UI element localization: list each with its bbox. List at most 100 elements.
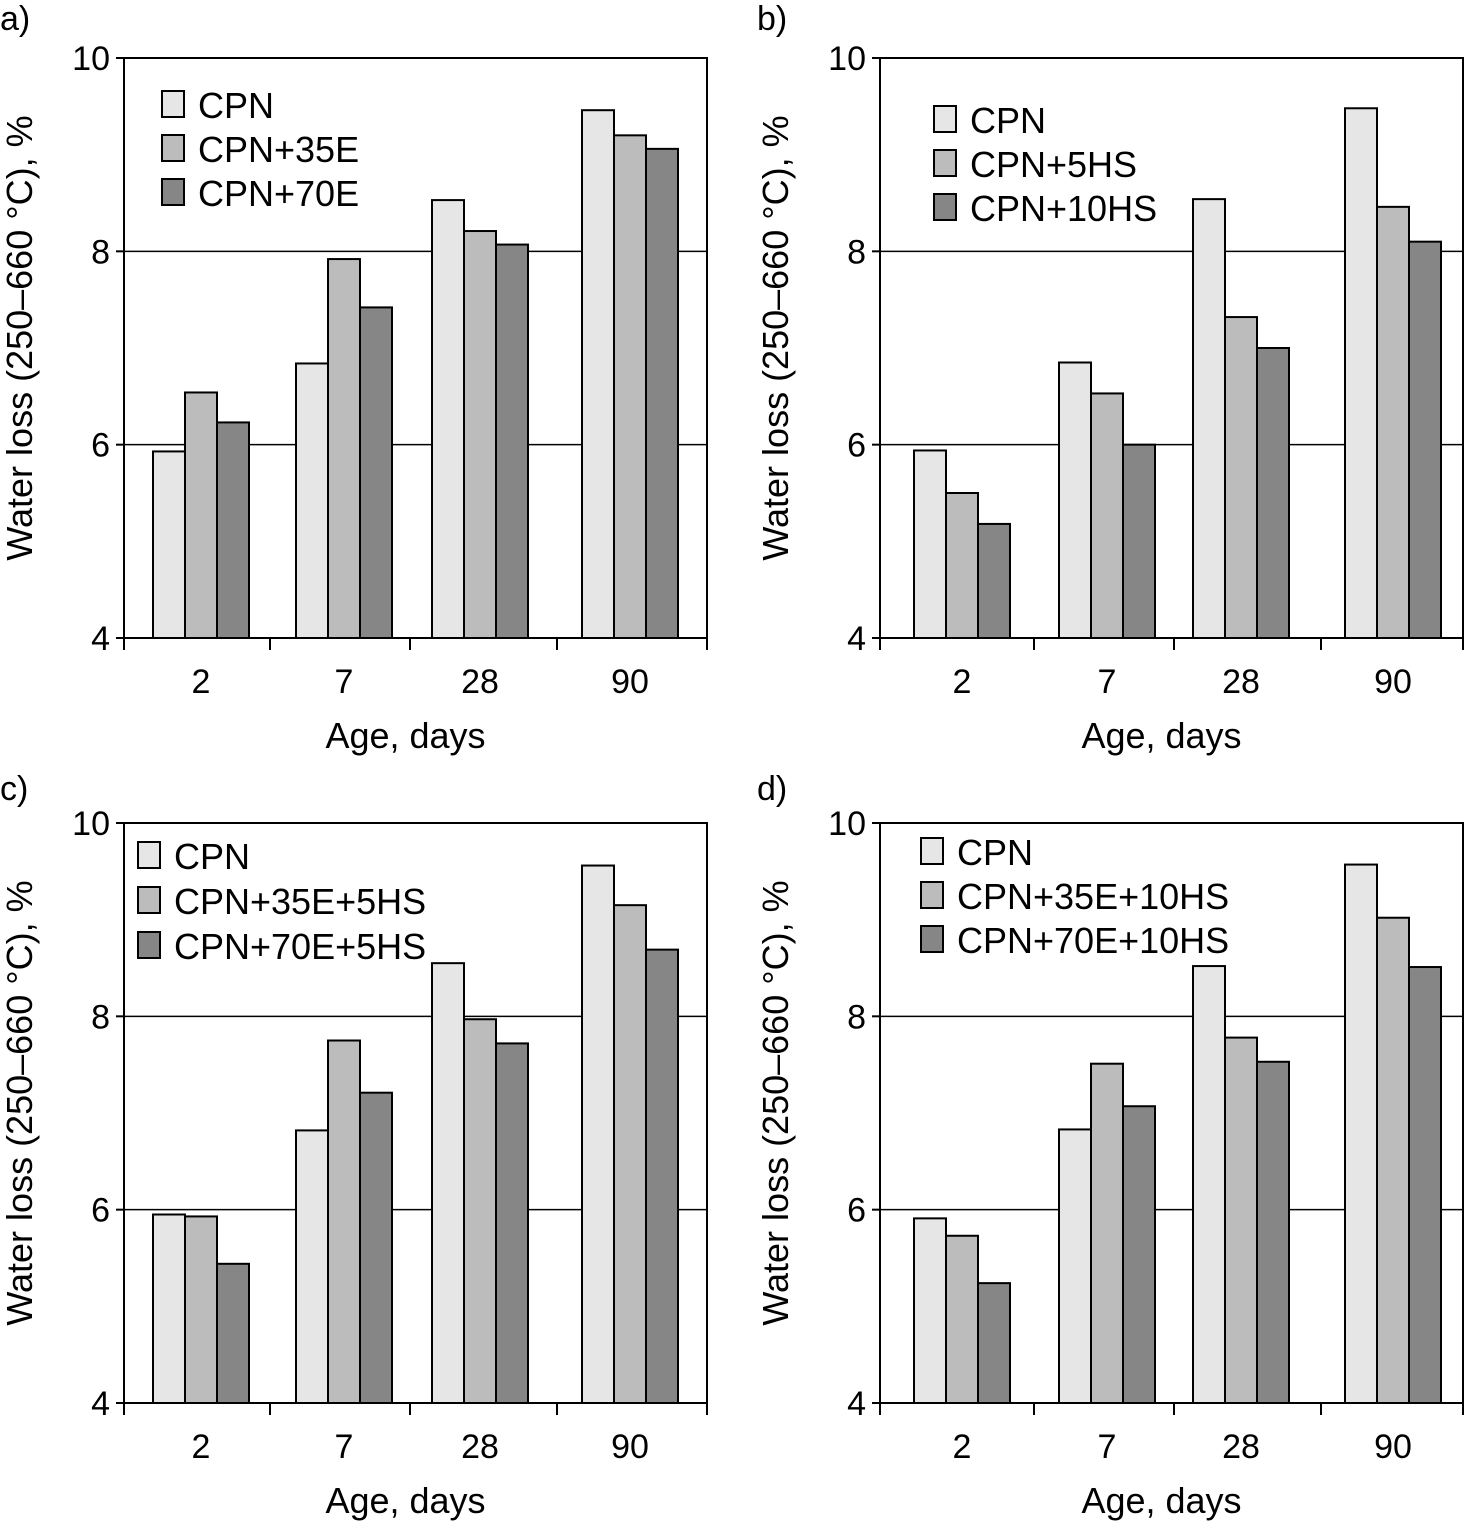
bar-cpn-plus-5hs-28d	[1224, 316, 1258, 639]
bar-cpn-2d	[152, 1213, 186, 1404]
y-tick-label: 10	[828, 40, 866, 78]
legend-swatch	[137, 841, 161, 869]
bar-cpn-plus-35e-28d	[463, 230, 497, 640]
chart-panel-b: 4 6 8 10 2 7 28 90 Age, days Water loss (250–660 …	[755, 0, 1464, 756]
x-tick-label: 2	[953, 1428, 972, 1466]
y-axis-title: Water loss (250–660 °C), %	[755, 115, 796, 560]
y-tick-label: 4	[847, 1385, 866, 1423]
x-axis-title: Age, days	[325, 1480, 485, 1521]
y-tick-label: 8	[91, 998, 110, 1036]
y-tick-label: 8	[847, 233, 866, 271]
legend-label: CPN+70E	[198, 173, 359, 214]
x-tick-label: 2	[192, 1428, 211, 1466]
x-tick-label: 28	[461, 1428, 499, 1466]
bar-cpn-plus-35e-plus-10hs-7d	[1090, 1062, 1124, 1404]
x-tick-label: 90	[611, 1428, 649, 1466]
x-tick-label: 28	[1222, 663, 1260, 701]
x-tick-label: 7	[335, 1428, 354, 1466]
bar-cpn-plus-35e-90d	[613, 134, 647, 639]
bar-cpn-plus-10hs-7d	[1122, 443, 1156, 639]
bar-cpn-plus-70e-plus-5hs-90d	[645, 948, 679, 1405]
chart-panel-a: 4 6 8 10 2 7 28 90 Age, days Water loss (250–660 …	[0, 0, 708, 756]
y-tick-label: 4	[91, 620, 110, 658]
legend-label: CPN+10HS	[970, 188, 1157, 229]
bar-cpn-plus-35e-plus-10hs-2d	[945, 1234, 979, 1405]
chart-panel-c: 4 6 8 10 2 7 28 90 Age, days Water loss (250–660 …	[0, 770, 708, 1521]
bar-cpn-plus-70e-28d	[495, 243, 529, 639]
legend-label: CPN	[970, 100, 1046, 141]
bar-cpn-plus-70e-plus-5hs-28d	[495, 1042, 529, 1405]
x-axis-title: Age, days	[1081, 715, 1241, 756]
y-tick-label: 6	[91, 1192, 110, 1230]
y-tick-label: 6	[847, 1192, 866, 1230]
bar-cpn-plus-70e-plus-10hs-90d	[1408, 966, 1442, 1404]
chart-panel-d: 4 6 8 10 2 7 28 90 Age, days Water loss (250–660 …	[755, 770, 1464, 1521]
y-axis-title: Water loss (250–660 °C), %	[755, 880, 796, 1325]
bar-cpn-7d	[1058, 1128, 1092, 1405]
bar-cpn-2d	[913, 1217, 947, 1405]
legend-swatch	[933, 193, 957, 221]
bar-cpn-plus-5hs-90d	[1376, 205, 1410, 639]
x-tick-label: 90	[1374, 663, 1412, 701]
bar-cpn-plus-5hs-2d	[945, 492, 979, 639]
y-tick-label: 4	[91, 1385, 110, 1423]
x-axis-title: Age, days	[1081, 1480, 1241, 1521]
bar-cpn-plus-70e-7d	[359, 306, 393, 639]
bar-cpn-plus-10hs-2d	[977, 522, 1011, 640]
bar-cpn-90d	[581, 109, 615, 639]
y-tick-label: 10	[828, 805, 866, 843]
x-axis-title: Age, days	[325, 715, 485, 756]
legend-label: CPN	[198, 85, 274, 126]
bar-cpn-plus-35e-2d	[184, 391, 218, 640]
bar-cpn-plus-35e-plus-10hs-28d	[1224, 1036, 1258, 1404]
bar-cpn-plus-70e-2d	[216, 421, 250, 639]
legend-label: CPN+35E+5HS	[174, 881, 426, 922]
x-tick-label: 7	[335, 663, 354, 701]
legend-label: CPN+70E+5HS	[174, 926, 426, 967]
panel-label: b)	[757, 0, 787, 38]
bar-cpn-plus-35e-plus-10hs-90d	[1376, 916, 1410, 1404]
bar-cpn-plus-35e-plus-5hs-90d	[613, 904, 647, 1405]
legend-swatch	[137, 931, 161, 959]
legend-label: CPN+5HS	[970, 144, 1137, 185]
x-tick-label: 90	[1374, 1428, 1412, 1466]
legend-label: CPN+35E	[198, 129, 359, 170]
legend-swatch	[920, 925, 944, 953]
x-tick-label: 7	[1098, 663, 1117, 701]
bar-cpn-7d	[1058, 361, 1092, 639]
bar-cpn-90d	[1344, 863, 1378, 1404]
bar-cpn-plus-35e-plus-5hs-7d	[327, 1039, 361, 1404]
bar-cpn-plus-70e-plus-10hs-7d	[1122, 1105, 1156, 1404]
bar-cpn-plus-10hs-90d	[1408, 240, 1442, 640]
legend-label: CPN	[174, 836, 250, 877]
legend-swatch	[161, 134, 185, 162]
bar-cpn-28d	[431, 199, 465, 639]
bar-cpn-plus-5hs-7d	[1090, 392, 1124, 639]
y-tick-label: 8	[91, 233, 110, 271]
y-tick-label: 10	[72, 805, 110, 843]
bar-cpn-plus-70e-90d	[645, 147, 679, 639]
y-axis-title: Water loss (250–660 °C), %	[0, 880, 40, 1325]
bar-cpn-90d	[1344, 107, 1378, 640]
bar-cpn-7d	[295, 362, 329, 639]
y-tick-label: 4	[847, 620, 866, 658]
x-tick-label: 7	[1098, 1428, 1117, 1466]
bar-cpn-plus-35e-plus-5hs-28d	[463, 1018, 497, 1404]
bar-cpn-plus-70e-plus-10hs-2d	[977, 1282, 1011, 1404]
legend-swatch	[137, 886, 161, 914]
legend-label: CPN+70E+10HS	[957, 920, 1229, 961]
bar-cpn-28d	[1192, 965, 1226, 1404]
legend-label: CPN	[957, 832, 1033, 873]
bar-cpn-2d	[913, 449, 947, 640]
x-tick-label: 28	[1222, 1428, 1260, 1466]
bar-cpn-plus-70e-plus-5hs-2d	[216, 1262, 250, 1405]
x-tick-label: 2	[953, 663, 972, 701]
y-tick-label: 6	[847, 427, 866, 465]
bar-cpn-90d	[581, 864, 615, 1404]
bar-cpn-7d	[295, 1129, 329, 1405]
y-tick-label: 6	[91, 427, 110, 465]
bar-cpn-28d	[431, 962, 465, 1405]
bar-cpn-plus-35e-plus-5hs-2d	[184, 1215, 218, 1405]
legend-label: CPN+35E+10HS	[957, 876, 1229, 917]
